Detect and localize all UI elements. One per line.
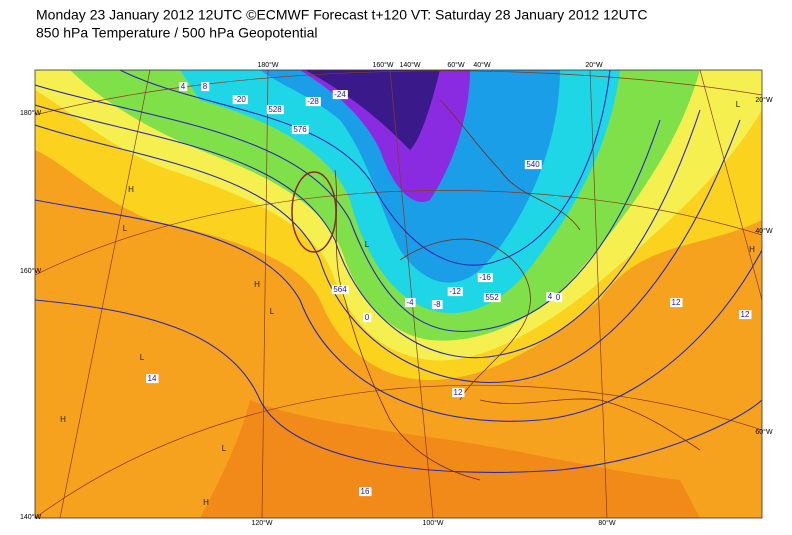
pressure-center: L [140, 353, 145, 362]
contour-label-box [201, 82, 210, 92]
lon-label: 80°W [598, 519, 616, 527]
contour-label: 0 [556, 293, 561, 302]
lon-label: 160°W [372, 61, 393, 69]
contour-label: 16 [361, 487, 370, 496]
contour-label-box [554, 293, 563, 303]
contour-label: 576 [293, 125, 307, 134]
lon-label: 100°W [422, 519, 443, 527]
map-frame [34, 69, 763, 519]
title: Monday 23 January 2012 12UTC ©ECMWF Fore… [36, 7, 647, 23]
contour-label: 4 [181, 82, 186, 91]
contour-label: -16 [479, 273, 491, 282]
pressure-center: L [270, 307, 275, 316]
pressure-center: H [128, 185, 134, 194]
contour-label: -8 [433, 300, 441, 309]
contour-label: 12 [741, 310, 750, 319]
contour-label: -24 [334, 90, 346, 99]
contour-label-box [179, 82, 188, 92]
contour-label: -4 [406, 298, 414, 307]
pressure-center: H [203, 498, 209, 507]
highlight-ellipse [291, 171, 337, 253]
contour-label: 528 [268, 105, 282, 114]
contour-label-box [452, 388, 465, 398]
contour-label-box [546, 292, 555, 302]
lat-label: 160°W [20, 267, 41, 275]
contour-label-box [404, 298, 416, 308]
contour-label: 12 [454, 388, 463, 397]
contour-label: -20 [234, 95, 246, 104]
lon-label: 60°W [447, 61, 465, 69]
pressure-center: H [60, 415, 66, 424]
lat-label: 180°W [20, 109, 41, 117]
contour-label-box [670, 298, 683, 308]
geopotential-contours [35, 70, 762, 474]
contour-label-box [266, 105, 284, 115]
contour-label: 552 [485, 293, 499, 302]
contour-label: -12 [449, 287, 461, 296]
orange-south [200, 400, 700, 518]
pressure-center: H [749, 245, 755, 254]
contour-label-box [524, 160, 542, 170]
contour-label-box [359, 487, 372, 497]
subtitle: 850 hPa Temperature / 500 hPa Geopotenti… [36, 25, 318, 41]
contour-label: 564 [333, 285, 347, 294]
lat-label: 140°W [20, 513, 41, 521]
coastlines [334, 99, 701, 481]
contour-label-box [363, 313, 372, 323]
pressure-center: H [254, 280, 260, 289]
lat-label: 60°W [755, 428, 773, 436]
contour-label-box [291, 125, 309, 135]
lon-label: 40°W [473, 61, 491, 69]
contour-label: 14 [148, 374, 157, 383]
graticule [35, 70, 762, 518]
lon-label: 20°W [585, 61, 603, 69]
contour-label: -28 [307, 97, 319, 106]
contour-label: 4 [548, 292, 553, 301]
contour-label-box [305, 97, 321, 107]
lat-label: 20°W [755, 96, 773, 104]
map-area [35, 70, 762, 518]
lon-label: 180°W [257, 61, 278, 69]
lat-label: 40°W [755, 227, 773, 235]
lon-label: 140°W [399, 61, 420, 69]
contour-label-box [447, 287, 463, 297]
pressure-center: L [222, 444, 227, 453]
contour-label: 12 [672, 298, 681, 307]
contour-label: 540 [526, 160, 540, 169]
pressure-center: L [123, 224, 128, 233]
indigo [305, 70, 440, 150]
contour-label-box [332, 90, 348, 100]
pressure-center: L [736, 100, 741, 109]
contour-label-box [477, 273, 493, 283]
contour-label-box [146, 374, 159, 384]
pressure-center: L [365, 240, 370, 249]
lon-label: 120°W [251, 519, 272, 527]
contour-label-box [431, 300, 443, 310]
contour-label: 8 [203, 82, 208, 91]
contour-label-box [739, 310, 752, 320]
contour-label-box [331, 285, 349, 295]
contour-label-box [483, 293, 501, 303]
contour-label: 0 [365, 313, 370, 322]
contour-label-box [232, 95, 248, 105]
